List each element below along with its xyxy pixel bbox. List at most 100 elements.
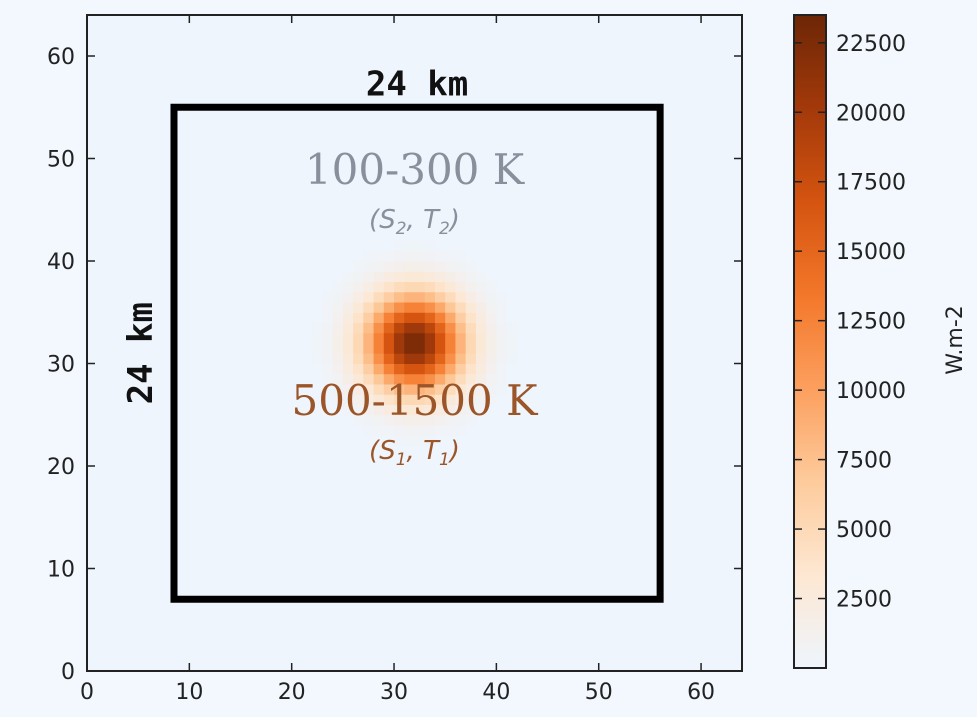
heatmap-cell (445, 261, 456, 272)
heatmap-cell (496, 353, 508, 364)
box-width-label: 24 km (366, 64, 468, 104)
heatmap-cell (363, 261, 375, 272)
heatmap-cell (486, 363, 497, 375)
heatmap-cell (404, 425, 415, 436)
heatmap-cell (373, 353, 385, 364)
heatmap-cell (353, 373, 364, 385)
heatmap-cell (404, 281, 415, 293)
heatmap-cell (353, 363, 364, 375)
heatmap-cell (486, 312, 497, 323)
heatmap-cell (383, 250, 395, 262)
heatmap-cell (404, 240, 415, 252)
heatmap-cell (496, 312, 508, 323)
colorbar-label: W.m-2 (943, 305, 968, 375)
heatmap-cell (404, 435, 415, 446)
heatmap-cell (404, 343, 415, 354)
heatmap-cell (465, 302, 477, 313)
heatmap-cell (486, 302, 497, 313)
heatmap-cell (342, 404, 354, 416)
region-box (170, 103, 664, 603)
heatmap-cell (455, 343, 467, 354)
heatmap-cell (394, 404, 405, 416)
heatmap-cell (445, 394, 456, 405)
x-axis: 0 10 20 30 40 50 60 (80, 15, 715, 705)
heatmap-cell (332, 332, 344, 344)
heatmap-cell (332, 373, 344, 385)
heatmap-cell (486, 373, 497, 385)
heatmap-cell (465, 312, 477, 323)
heatmap-cell (414, 261, 426, 272)
heatmap-cell (363, 384, 375, 395)
heatmap-cell (414, 343, 426, 354)
heatmap-cell (342, 343, 354, 354)
heatmap-cell (414, 291, 426, 303)
heatmap-cell (434, 425, 446, 436)
heatmap-cell (332, 291, 344, 303)
heatmap-cell (414, 404, 426, 416)
heatmap-cell (363, 394, 375, 405)
heatmap-cell (496, 373, 508, 385)
heatmap-cell (373, 394, 385, 405)
heatmap-cell (342, 363, 354, 375)
heatmap-cell (496, 332, 508, 344)
heatmap-cell (455, 404, 467, 416)
heatmap-cell (424, 373, 436, 385)
heatmap-cell (506, 332, 518, 344)
heatmap-cell (434, 312, 446, 323)
heatmap-cell (383, 425, 395, 436)
heatmap-cell (434, 291, 446, 303)
heatmap-cell (363, 353, 375, 364)
heatmap-cell (455, 250, 467, 262)
heatmap-cell (404, 332, 415, 344)
heatmap-cell (332, 353, 344, 364)
heatmap-cell (455, 312, 467, 323)
heatmap-cell (342, 302, 354, 313)
heatmap-cell (312, 353, 323, 364)
heatmap-cell (353, 261, 364, 272)
colorbar-tick-label: 10000 (836, 379, 906, 404)
heatmap-cell (404, 384, 415, 395)
heatmap-cell (434, 250, 446, 262)
heatmap-cell (445, 271, 456, 282)
heatmap-cell (404, 414, 415, 426)
heatmap-cell (424, 271, 436, 282)
y-tick-label: 50 (47, 148, 75, 173)
heatmap-cell (373, 312, 385, 323)
heatmap-cell (373, 261, 385, 272)
y-tick-label: 30 (47, 353, 75, 378)
heatmap-cell (322, 312, 334, 323)
heatmap-cell (404, 404, 415, 416)
heatmap-cell (394, 271, 405, 282)
heatmap-cell (363, 414, 375, 426)
region-ambient-params-label: (S2, T2) (369, 205, 460, 239)
heatmap-cell (424, 425, 436, 436)
heatmap-cell (445, 312, 456, 323)
heatmap-cell (414, 240, 426, 252)
heatmap-cell (322, 322, 334, 334)
heatmap-cell (383, 271, 395, 282)
plot-frame (86, 14, 743, 672)
colorbar (793, 14, 827, 669)
heatmap-cell (496, 291, 508, 303)
heatmap-cell (465, 384, 477, 395)
heatmap-cell (455, 281, 467, 293)
heatmap-cell (465, 404, 477, 416)
heatmap-cell (455, 363, 467, 375)
heatmap-cell (322, 384, 334, 395)
heatmap-cell (445, 302, 456, 313)
heatmap-cell (486, 384, 497, 395)
heatmap-cell (424, 435, 436, 446)
heatmap-cell (394, 425, 405, 436)
heatmap-cell (465, 414, 477, 426)
heatmap-cell (353, 281, 364, 293)
heatmap-cell (383, 281, 395, 293)
region-ambient-temperature-label: 100-300 K (305, 145, 526, 194)
heatmap-cell (424, 281, 436, 293)
heatmap-cell (424, 240, 436, 252)
heatmap-cell (353, 404, 364, 416)
heatmap-cell (455, 291, 467, 303)
heatmap-cell (373, 414, 385, 426)
heatmap-cell (465, 373, 477, 385)
heatmap-cell (475, 353, 487, 364)
heatmap-cell (383, 343, 395, 354)
